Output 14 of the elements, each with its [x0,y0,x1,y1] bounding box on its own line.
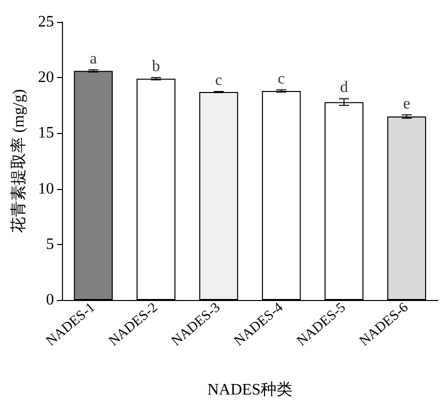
y-tick-label: 25 [38,14,54,30]
y-axis-title: 花青素提取率 (mg/g) [10,89,28,233]
y-tick-label: 10 [38,180,54,198]
annotation: b [152,58,160,76]
y-tick-label: 15 [38,124,54,142]
y-tick-label: 20 [38,69,54,86]
annotation: c [215,72,222,89]
annotation: d [340,79,348,96]
y-tick-label: 0 [46,292,54,308]
annotation: c [278,70,285,88]
y-tick-label: 5 [46,236,54,253]
annotation: a [90,50,97,68]
x-axis-title: NADES种类 [207,380,293,398]
annotation: e [403,95,410,112]
